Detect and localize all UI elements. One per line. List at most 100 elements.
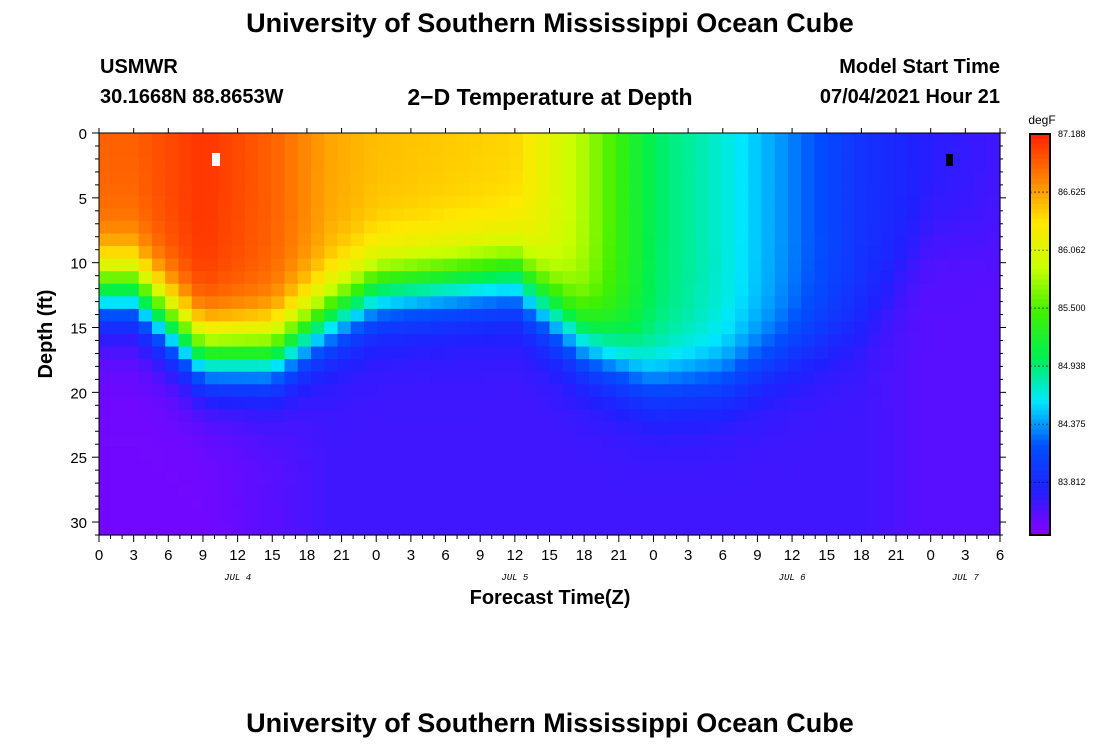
heatmap-cell: [655, 271, 670, 285]
heatmap-cell: [629, 296, 643, 310]
heatmap-cell: [297, 522, 312, 536]
heatmap-cell: [827, 133, 842, 147]
heatmap-cell: [364, 233, 378, 247]
heatmap-cell: [258, 158, 272, 172]
heatmap-cell: [311, 447, 325, 461]
heatmap-cell: [443, 133, 458, 147]
heatmap-cell: [271, 522, 286, 536]
heatmap-cell: [496, 334, 511, 348]
heatmap-cell: [536, 183, 551, 197]
heatmap-cell: [827, 434, 842, 448]
heatmap-cell: [271, 183, 286, 197]
heatmap-cell: [205, 421, 219, 436]
heatmap-cell: [761, 283, 776, 297]
heatmap-cell: [456, 145, 471, 159]
heatmap-cell: [483, 133, 498, 147]
colorbar-swatch: [1030, 409, 1050, 416]
heatmap-cell: [496, 497, 511, 511]
heatmap-cell: [933, 497, 948, 511]
heatmap-cell: [615, 497, 630, 511]
heatmap-cell: [470, 283, 484, 297]
heatmap-cell: [549, 371, 564, 385]
heatmap-cell: [668, 459, 683, 473]
heatmap-cell: [682, 522, 696, 536]
heatmap-cell: [483, 384, 498, 398]
heatmap-cell: [456, 472, 471, 486]
heatmap-cell: [721, 434, 736, 448]
heatmap-cell: [523, 472, 537, 486]
heatmap-cell: [642, 220, 657, 235]
heatmap-cell: [284, 321, 299, 335]
heatmap-cell: [99, 484, 113, 498]
heatmap-cell: [258, 133, 272, 147]
heatmap-cell: [774, 183, 789, 197]
heatmap-cell: [218, 396, 233, 410]
heatmap-cell: [178, 459, 193, 473]
heatmap-cell: [443, 321, 458, 335]
heatmap-cell: [271, 396, 286, 410]
heatmap-cell: [390, 522, 405, 536]
heatmap-cell: [735, 409, 749, 423]
heatmap-cell: [456, 195, 471, 209]
heatmap-cell: [496, 421, 511, 436]
heatmap-cell: [960, 522, 975, 536]
heatmap-cell: [668, 271, 683, 285]
heatmap-cell: [297, 371, 312, 385]
heatmap-cell: [456, 271, 471, 285]
heatmap-cell: [536, 296, 551, 310]
heatmap-cell: [933, 308, 948, 323]
heatmap-cell: [602, 233, 617, 247]
heatmap-cell: [788, 308, 802, 323]
colorbar-swatch: [1030, 269, 1050, 275]
heatmap-cell: [629, 497, 643, 511]
heatmap-cell: [417, 158, 431, 172]
heatmap-cell: [191, 484, 206, 498]
heatmap-cell: [827, 208, 842, 222]
heatmap-cell: [973, 183, 988, 197]
colorbar-swatch: [1030, 214, 1050, 220]
heatmap-cell: [814, 409, 829, 423]
heatmap-cell: [112, 208, 127, 222]
heatmap-cell: [258, 359, 272, 373]
heatmap-cell: [973, 346, 988, 360]
heatmap-cell: [403, 195, 418, 209]
heatmap-cell: [112, 283, 127, 297]
heatmap-cell: [642, 359, 657, 373]
colorbar-swatch: [1030, 224, 1050, 230]
heatmap-cell: [417, 459, 431, 473]
heatmap-cell: [920, 396, 935, 410]
heatmap-cell: [244, 522, 259, 536]
heatmap-cell: [523, 509, 537, 524]
colorbar-swatch: [1030, 244, 1050, 250]
heatmap-cell: [933, 321, 948, 335]
heatmap-cell: [152, 246, 166, 260]
colorbar-swatch: [1030, 314, 1050, 321]
heatmap-cell: [589, 522, 604, 536]
heatmap-cell: [390, 509, 405, 524]
heatmap-cell: [960, 371, 975, 385]
heatmap-cell: [933, 158, 948, 172]
heatmap-cell: [695, 195, 710, 209]
heatmap-cell: [470, 183, 484, 197]
heatmap-cell: [827, 258, 842, 272]
heatmap-cell: [509, 183, 524, 197]
heatmap-cell: [602, 308, 617, 323]
heatmap-cell: [735, 271, 749, 285]
heatmap-cell: [960, 170, 975, 184]
heatmap-cell: [549, 321, 564, 335]
heatmap-cell: [986, 145, 1001, 159]
heatmap-cell: [880, 472, 895, 486]
heatmap-cell: [589, 409, 604, 423]
heatmap-cell: [337, 145, 352, 159]
heatmap-cell: [178, 522, 193, 536]
heatmap-cell: [138, 371, 153, 385]
heatmap-cell: [986, 396, 1001, 410]
colorbar-tick-label: 86.062: [1058, 245, 1086, 255]
heatmap-cell: [562, 195, 577, 209]
heatmap-cell: [244, 334, 259, 348]
heatmap-cell: [496, 283, 511, 297]
heatmap-cell: [549, 472, 564, 486]
heatmap-cell: [695, 321, 710, 335]
heatmap-cell: [642, 346, 657, 360]
heatmap-cell: [973, 409, 988, 423]
